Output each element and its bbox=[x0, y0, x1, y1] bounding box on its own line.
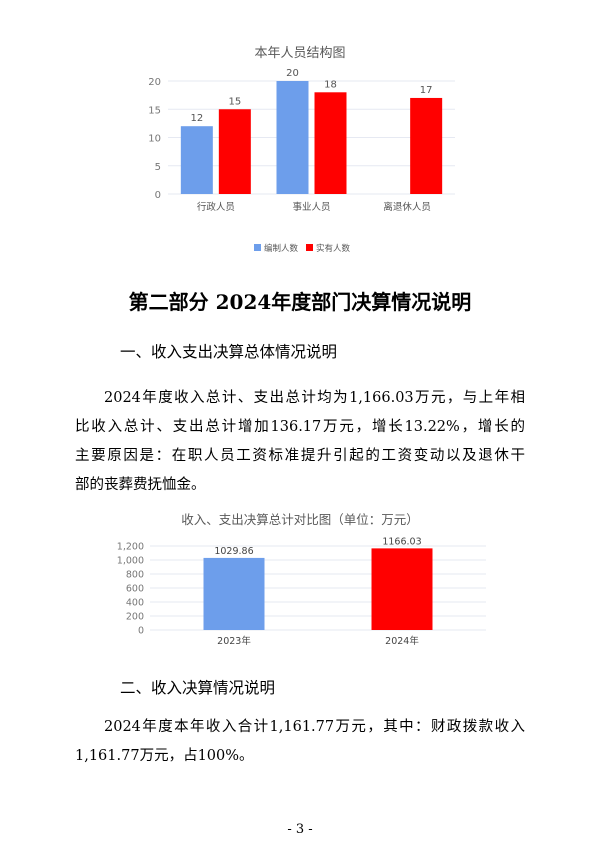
data-label: 17 bbox=[420, 85, 433, 96]
bar bbox=[276, 81, 309, 194]
y-tick-label: 800 bbox=[126, 570, 144, 581]
legend-label: 实有人数 bbox=[316, 243, 351, 254]
y-tick-label: 1,200 bbox=[117, 542, 144, 553]
section1-paragraph: 2024年度收入总计、支出总计均为1,166.03万元，与上年相 比收入总计、支… bbox=[75, 384, 525, 500]
data-label: 20 bbox=[286, 68, 299, 79]
chart-title: 收入、支出决算总计对比图（单位：万元） bbox=[181, 512, 419, 527]
bar bbox=[180, 126, 213, 194]
y-tick-label: 400 bbox=[126, 598, 144, 609]
x-tick-label: 事业人员 bbox=[292, 201, 330, 213]
y-tick-label: 200 bbox=[126, 612, 144, 623]
data-label: 1166.03 bbox=[382, 536, 421, 547]
income-expense-comparison-chart: 收入、支出决算总计对比图（单位：万元） 0 200 400 600 800 1,000 1,2… bbox=[117, 512, 486, 647]
paragraph-line: 部的丧葬费抚恤金。 bbox=[75, 477, 206, 493]
y-tick-label: 0 bbox=[155, 190, 161, 201]
bar bbox=[410, 97, 443, 194]
x-tick-label: 离退休人员 bbox=[383, 201, 431, 213]
data-label: 15 bbox=[228, 96, 241, 107]
x-tick-label: 2024年 bbox=[385, 635, 419, 647]
data-label: 1029.86 bbox=[214, 546, 253, 557]
y-tick-label: 10 bbox=[148, 134, 161, 145]
part-title: 第二部分 2024年度部门决算情况说明 bbox=[128, 290, 472, 314]
personnel-structure-chart: 本年人员结构图 0 5 10 15 20 行政人员 12 15 事业人员 20 18 离退休人员 17 编制… bbox=[148, 46, 455, 254]
bar bbox=[314, 92, 347, 194]
paragraph-line: 2024年度本年收入合计1,161.77万元，其中：财政拨款收入 bbox=[104, 719, 525, 735]
data-label: 18 bbox=[324, 79, 337, 90]
bar bbox=[203, 557, 265, 630]
legend-swatch bbox=[306, 244, 313, 251]
y-tick-label: 600 bbox=[126, 584, 144, 595]
section1-title: 一、收入支出决算总体情况说明 bbox=[120, 343, 338, 361]
y-tick-label: 20 bbox=[148, 77, 161, 88]
y-tick-label: 1,000 bbox=[117, 556, 144, 567]
chart-title: 本年人员结构图 bbox=[254, 46, 345, 61]
y-tick-label: 5 bbox=[155, 162, 161, 173]
section2-title: 二、收入决算情况说明 bbox=[120, 679, 276, 697]
bar bbox=[371, 548, 433, 630]
data-label: 12 bbox=[190, 113, 203, 124]
x-tick-label: 行政人员 bbox=[197, 201, 235, 213]
paragraph-line: 1,161.77万元，占100%。 bbox=[75, 748, 254, 764]
legend-swatch bbox=[254, 244, 261, 251]
y-tick-label: 0 bbox=[138, 626, 144, 637]
legend-label: 编制人数 bbox=[264, 243, 299, 254]
bar bbox=[218, 109, 251, 194]
x-tick-label: 2023年 bbox=[217, 635, 251, 647]
y-tick-label: 15 bbox=[148, 105, 161, 116]
paragraph-line: 2024年度收入总计、支出总计均为1,166.03万元，与上年相 bbox=[104, 390, 525, 406]
paragraph-line: 主要原因是：在职人员工资标准提升引起的工资变动以及退休干 bbox=[75, 448, 525, 464]
paragraph-line: 比收入总计、支出总计增加136.17万元，增长13.22%，增长的 bbox=[75, 419, 525, 435]
section2-paragraph: 2024年度本年收入合计1,161.77万元，其中：财政拨款收入 1,161.7… bbox=[75, 713, 525, 771]
page-number: - 3 - bbox=[287, 822, 313, 837]
